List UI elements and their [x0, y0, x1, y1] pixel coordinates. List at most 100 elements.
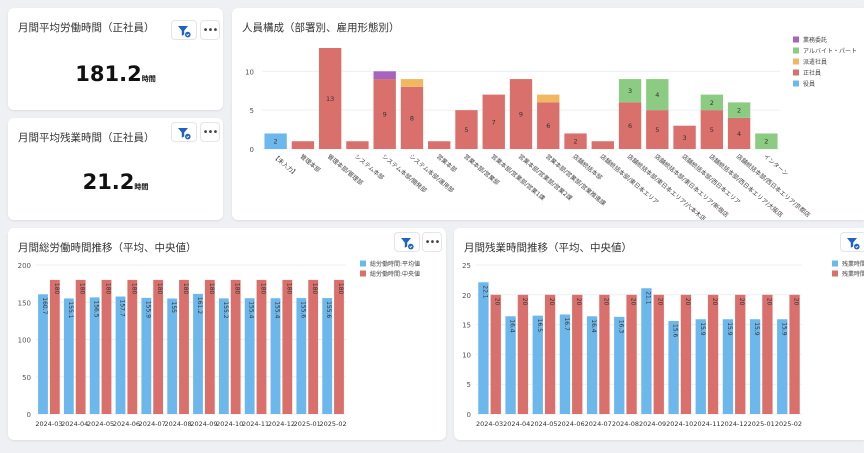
bar: [641, 288, 651, 414]
data-label: 20: [765, 298, 772, 306]
data-label: 15.9: [780, 322, 787, 336]
data-label: 155.9: [144, 301, 151, 318]
filter-icon: [177, 23, 191, 37]
data-label: 155.2: [222, 301, 229, 318]
headcount-chart: 05102【未入力】 管理本部13管理本部/管理部システム本部9システム本部/開発…: [232, 8, 864, 220]
bar: [308, 280, 318, 414]
bar-segment: [346, 141, 368, 149]
filter-button[interactable]: [171, 122, 197, 142]
legend-swatch: [360, 271, 366, 277]
y-tick-label: 150: [18, 299, 31, 307]
data-label: 180: [208, 283, 215, 295]
data-label: 2: [710, 99, 714, 107]
y-tick-label: 100: [18, 337, 31, 345]
kpi-value-row: 181.2時間: [8, 62, 223, 86]
x-tick-label: システム本部/運用部: [408, 152, 456, 194]
legend-swatch: [793, 81, 799, 87]
x-tick-label: 2024-05: [530, 420, 557, 428]
data-label: 9: [519, 111, 523, 119]
data-label: 155.4: [248, 301, 255, 318]
legend-swatch: [793, 37, 799, 43]
data-label: 8: [410, 114, 414, 122]
legend-swatch: [360, 261, 366, 267]
bar: [681, 295, 691, 414]
more-button[interactable]: •••: [200, 122, 220, 142]
x-tick-label: 2024-06: [113, 420, 140, 428]
y-tick-label: 50: [22, 374, 31, 382]
data-label: 155: [170, 302, 177, 314]
data-label: 20: [494, 298, 501, 306]
legend-label: 総労働時間:中央値: [370, 270, 420, 278]
bar: [153, 280, 163, 414]
x-tick-label: 2024-08: [612, 420, 639, 428]
overtime-trend-chart: 051015202522.1202024-0316.4202024-0416.5…: [454, 228, 864, 440]
x-tick-label: 2024-05: [87, 420, 114, 428]
x-tick-label: 2024-12: [720, 420, 747, 428]
x-tick-label: 2025-01: [294, 420, 321, 428]
bar: [257, 280, 267, 414]
x-tick-label: 2024-11: [693, 420, 720, 428]
kpi-unit: 時間: [142, 75, 156, 83]
data-label: 3: [683, 134, 687, 142]
data-label: 180: [156, 283, 163, 295]
data-label: 180: [259, 283, 266, 295]
bar: [231, 280, 241, 414]
kpi-card-overtime: 月間平均残業時間（正社員） ••• 21.2時間: [8, 118, 223, 220]
x-tick-label: 2024-04: [503, 420, 530, 428]
data-label: 15.9: [726, 322, 733, 336]
data-label: 180: [182, 283, 189, 295]
data-label: 20: [630, 298, 637, 306]
legend-label: 残業時間:平均値: [842, 260, 864, 268]
x-tick-label: 2025-02: [319, 420, 346, 428]
bar: [491, 295, 501, 414]
x-tick-label: 2024-09: [639, 420, 666, 428]
legend-swatch: [793, 59, 799, 65]
more-button[interactable]: •••: [200, 20, 220, 40]
legend-label: 役員: [803, 80, 815, 88]
x-tick-label: 2024-11: [242, 420, 269, 428]
data-label: 180: [285, 283, 292, 295]
bar: [599, 295, 609, 414]
chart-card-headcount: 人員構成（部署別、雇用形態別） 0 5 10 2 【未入力】 管理本部 13 管理本部/管理部…: [232, 8, 864, 220]
data-label: 16.4: [590, 319, 597, 333]
x-tick-label: 2024-10: [216, 420, 243, 428]
y-tick-label: 200: [18, 262, 31, 270]
filter-button[interactable]: [171, 20, 197, 40]
x-tick-label: 2024-07: [585, 420, 612, 428]
data-label: 16.3: [617, 320, 624, 334]
legend-swatch: [832, 271, 838, 277]
bar: [789, 295, 799, 414]
y-tick-label: 5: [467, 381, 471, 389]
data-label: 6: [628, 122, 632, 130]
legend-label: 業務委託: [803, 36, 827, 44]
legend-label: アルバイト・パート: [803, 48, 857, 55]
more-icon: •••: [203, 127, 218, 138]
y-tick-label: 15: [462, 322, 471, 330]
data-label: 20: [793, 298, 800, 306]
data-label: 6: [546, 122, 550, 130]
x-tick-label: 2024-12: [268, 420, 295, 428]
bar: [76, 280, 86, 414]
kpi-value: 181.2: [75, 62, 141, 86]
bar-segment: [401, 79, 423, 87]
x-tick-label: 2025-01: [748, 420, 775, 428]
bar: [167, 299, 177, 414]
bar: [708, 295, 718, 414]
legend-label: 残業時間:中央値: [842, 270, 864, 278]
data-label: 15.9: [753, 322, 760, 336]
y-tick-label: 0: [467, 411, 471, 419]
kpi-card-work-hours: 月間平均労働時間（正社員） ••• 181.2時間: [8, 8, 223, 110]
x-tick-label: システム本部/開発部: [380, 152, 428, 194]
data-label: 2: [274, 138, 278, 146]
bar: [102, 280, 112, 414]
data-label: 22.1: [481, 285, 488, 299]
bar: [735, 295, 745, 414]
data-label: 20: [548, 298, 555, 306]
data-label: 180: [79, 283, 86, 295]
legend-swatch: [793, 48, 799, 54]
data-label: 2: [764, 138, 768, 146]
x-tick-label: 2024-06: [557, 420, 584, 428]
kpi-value: 21.2: [83, 170, 135, 194]
more-icon: •••: [203, 25, 218, 36]
bar: [50, 280, 60, 414]
